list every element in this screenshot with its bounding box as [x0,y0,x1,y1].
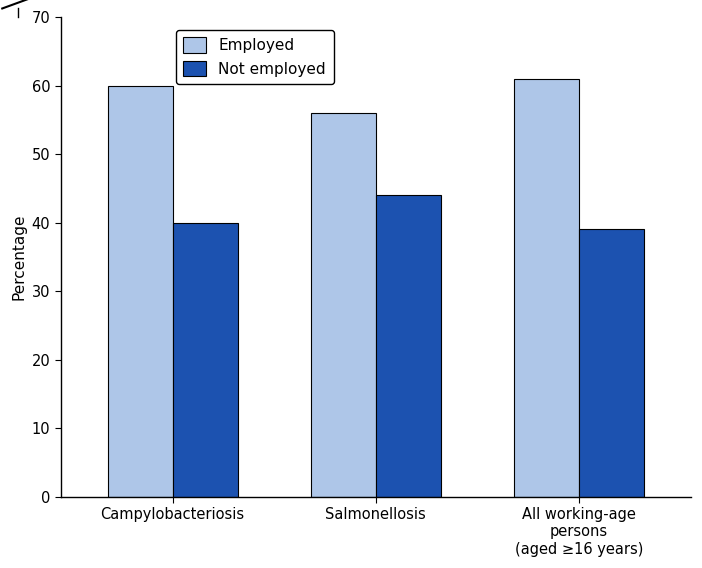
Legend: Employed, Not employed: Employed, Not employed [176,30,333,85]
Bar [173,223,238,496]
Bar [311,113,376,496]
Bar [579,229,644,496]
Bar [514,79,579,496]
Y-axis label: Percentage: Percentage [11,214,26,300]
Bar [376,195,441,496]
Bar [107,86,173,496]
Text: 100: 100 [43,0,71,1]
